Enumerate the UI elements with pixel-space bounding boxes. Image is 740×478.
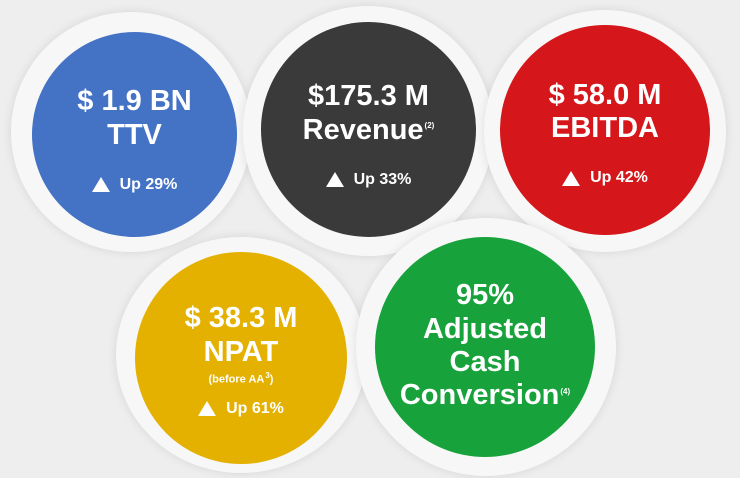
npat-change-text: Up 61% bbox=[226, 399, 284, 417]
npat-note: (before AA3) bbox=[208, 371, 274, 386]
revenue-value: $175.3 M bbox=[308, 80, 429, 113]
ttv-change-text: Up 29% bbox=[119, 175, 178, 193]
revenue-footnote: (2) bbox=[424, 120, 435, 130]
cash-conversion-footnote: (4) bbox=[560, 386, 571, 396]
ttv-value: $ 1.9 BN bbox=[77, 85, 192, 118]
up-triangle-icon bbox=[325, 172, 344, 188]
revenue-change-text: Up 33% bbox=[353, 170, 412, 188]
ttv-change: Up 29% bbox=[91, 175, 178, 194]
up-triangle-icon bbox=[91, 177, 110, 193]
npat-metric-circle: $ 38.3 M NPAT (before AA3) Up 61% bbox=[135, 252, 347, 464]
revenue-label-row: Revenue(2) bbox=[303, 114, 435, 147]
cash-conversion-label-1: Adjusted bbox=[422, 312, 548, 345]
cash-conversion-label-3-row: Conversion(4) bbox=[400, 379, 570, 412]
up-triangle-icon bbox=[198, 401, 217, 417]
cash-conversion-label-2: Cash bbox=[449, 346, 521, 378]
ebitda-metric-circle: $ 58.0 M EBITDA Up 42% bbox=[500, 25, 710, 235]
revenue-label: Revenue bbox=[302, 113, 424, 146]
ttv-metric-circle: $ 1.9 BN TTV Up 29% bbox=[32, 32, 237, 237]
npat-value: $ 38.3 M bbox=[184, 302, 298, 335]
ttv-label: TTV bbox=[107, 118, 162, 151]
cash-conversion-label-3: Conversion bbox=[399, 379, 560, 412]
npat-change: Up 61% bbox=[198, 400, 284, 418]
revenue-metric-circle: $175.3 M Revenue(2) Up 33% bbox=[261, 22, 476, 237]
revenue-change: Up 33% bbox=[325, 170, 412, 189]
cash-conversion-value: 95% bbox=[455, 279, 515, 312]
cash-conversion-metric-circle: 95% Adjusted Cash Conversion(4) bbox=[375, 237, 595, 457]
ebitda-value: $ 58.0 M bbox=[548, 78, 662, 111]
ebitda-change-text: Up 42% bbox=[590, 169, 648, 187]
ebitda-label: EBITDA bbox=[551, 112, 659, 144]
ebitda-change: Up 42% bbox=[562, 169, 648, 187]
up-triangle-icon bbox=[562, 170, 581, 186]
npat-label: NPAT bbox=[203, 335, 279, 368]
